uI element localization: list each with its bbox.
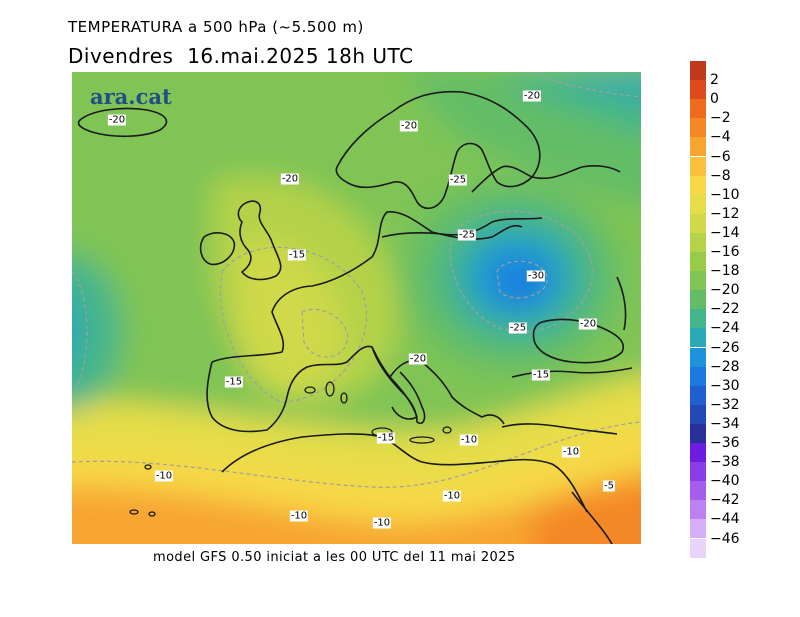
ara-cat-logo: ara.cat xyxy=(90,84,172,109)
legend-swatch xyxy=(690,99,706,119)
legend-swatch xyxy=(690,156,706,176)
model-info: model GFS 0.50 iniciat a les 00 UTC del … xyxy=(153,550,516,565)
legend-tick-label: −32 xyxy=(710,396,740,413)
contour-label: -20 xyxy=(408,353,428,365)
legend-swatch xyxy=(690,213,706,233)
legend-tick-label: −24 xyxy=(710,320,740,337)
legend-swatch xyxy=(690,500,706,520)
contour-lines xyxy=(72,72,641,488)
contour-label: -20 xyxy=(399,120,419,132)
map-subtitle: Divendres 16.mai.2025 18h UTC xyxy=(68,44,414,68)
legend-swatch xyxy=(690,80,706,100)
legend-tick-label: −2 xyxy=(710,110,731,127)
contour-label: -20 xyxy=(107,114,127,126)
legend-swatch xyxy=(690,443,706,463)
contour-label: -10 xyxy=(372,517,392,529)
legend-tick-label: −42 xyxy=(710,492,740,509)
legend-tick-label: −30 xyxy=(710,377,740,394)
legend-swatch xyxy=(690,423,706,443)
legend-swatch xyxy=(690,118,706,138)
contour-label: -15 xyxy=(376,432,396,444)
legend-tick-label: −14 xyxy=(710,224,740,241)
contour-label: -20 xyxy=(280,173,300,185)
legend-tick-label: −28 xyxy=(710,358,740,375)
contour-label: -10 xyxy=(459,434,479,446)
legend-swatch xyxy=(690,175,706,195)
contour-label: -15 xyxy=(287,249,307,261)
legend-tick-label: −38 xyxy=(710,454,740,471)
legend-swatch xyxy=(690,538,706,558)
contour-label: -15 xyxy=(224,376,244,388)
legend-tick-label: −18 xyxy=(710,263,740,280)
legend-tick-label: −16 xyxy=(710,244,740,260)
legend-tick-label: −34 xyxy=(710,415,740,432)
legend-swatch xyxy=(690,61,706,81)
legend-tick-label: −44 xyxy=(710,511,740,528)
contour-label: -15 xyxy=(531,369,551,381)
contour-label: -25 xyxy=(448,174,468,186)
legend-swatch xyxy=(690,366,706,386)
legend-swatch xyxy=(690,137,706,157)
legend-tick-label: −26 xyxy=(710,339,740,356)
contour-label: -20 xyxy=(522,90,542,102)
legend-tick-label: −22 xyxy=(710,301,740,318)
legend-swatch xyxy=(690,271,706,291)
contour-label: -25 xyxy=(508,322,528,334)
legend-swatch xyxy=(690,462,706,482)
legend-swatch xyxy=(690,347,706,367)
legend-swatch xyxy=(690,232,706,252)
legend-tick-label: −40 xyxy=(710,473,740,490)
contour-label: -5 xyxy=(603,480,615,492)
legend-tick-label: −6 xyxy=(710,148,731,165)
contour-label: -20 xyxy=(578,318,598,330)
legend-swatch xyxy=(690,309,706,329)
contour-label: -30 xyxy=(526,270,546,282)
legend-tick-label: −12 xyxy=(710,205,740,222)
legend-tick-label: 0 xyxy=(710,91,719,108)
legend-tick-label: −4 xyxy=(710,129,731,146)
temperature-field xyxy=(72,72,641,544)
legend-tick-label: −46 xyxy=(710,530,740,547)
legend-swatch xyxy=(690,404,706,424)
contour-label: -10 xyxy=(289,510,309,522)
legend-swatch xyxy=(690,194,706,214)
color-legend: 2 0 −2 −4 −6 −8 −10 −12 −14 −16 −18 −20 −22 −24 −26 −28… xyxy=(690,61,790,558)
contour-label: -10 xyxy=(154,470,174,482)
legend-swatch xyxy=(690,290,706,310)
contour-label: -10 xyxy=(442,490,462,502)
contour-label: -25 xyxy=(457,229,477,241)
legend-swatch xyxy=(690,519,706,539)
contour-label: -10 xyxy=(561,446,581,458)
legend-tick-label: −10 xyxy=(710,186,740,203)
legend-tick-label: −36 xyxy=(710,435,740,451)
legend-swatch xyxy=(690,252,706,272)
legend-swatch xyxy=(690,385,706,405)
map-title: TEMPERATURA a 500 hPa (~5.500 m) xyxy=(68,18,364,36)
temperature-map: ara.cat -20 -20 -20 -20 -25 -25 -15 -30 … xyxy=(72,72,641,544)
legend-tick-label: −8 xyxy=(710,167,731,184)
legend-tick-label: −20 xyxy=(710,282,740,299)
legend-swatch xyxy=(690,481,706,501)
legend-tick-label: 2 xyxy=(710,72,719,89)
legend-swatch xyxy=(690,328,706,348)
